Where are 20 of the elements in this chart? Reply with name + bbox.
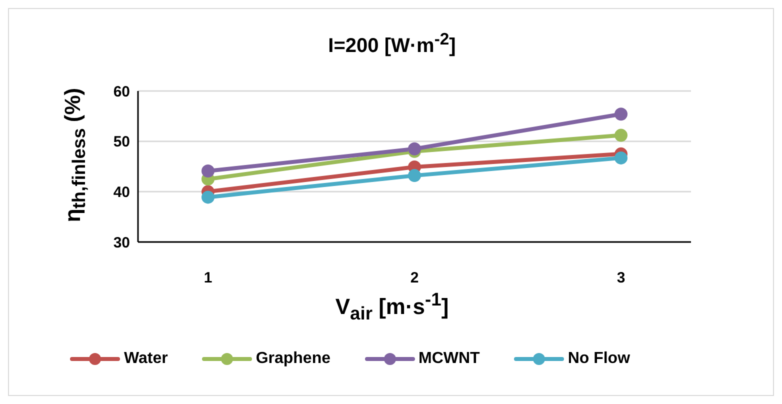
point — [202, 190, 214, 204]
point — [614, 108, 628, 121]
y-tick-label: 60 — [113, 83, 130, 100]
x-tick-label: 3 — [616, 270, 626, 287]
y-tick-label: 40 — [113, 184, 130, 201]
point — [202, 164, 214, 178]
x-tick-label: 1 — [204, 270, 212, 287]
legend-label: Water — [124, 350, 168, 368]
x-axis-title: V$_{air}$ [m·s$^{-1}$] — [335, 289, 449, 324]
point — [408, 169, 421, 182]
point — [408, 142, 421, 156]
y-tick-label: 30 — [113, 234, 130, 252]
x-tick-label: 2 — [410, 270, 419, 287]
y-tick-label: 50 — [113, 134, 130, 151]
legend-label: MCWNT — [418, 350, 480, 368]
legend-label: Graphene — [256, 350, 330, 368]
point — [614, 128, 628, 142]
legend-label: No Flow — [568, 350, 630, 368]
point — [614, 151, 628, 164]
chart-title: I=200 [W·m$^{-2}$] — [328, 29, 456, 57]
